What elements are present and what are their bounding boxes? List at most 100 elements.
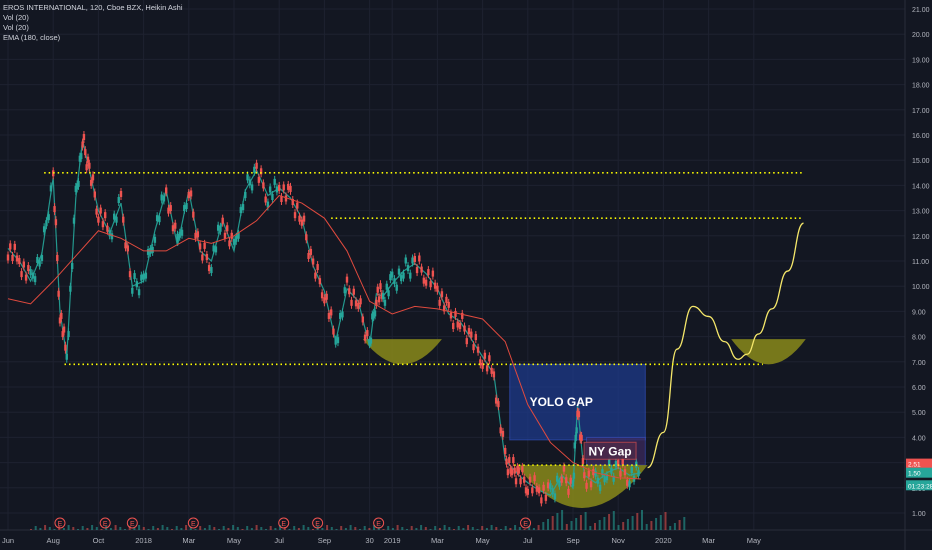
candle-body [492, 371, 496, 378]
candle-body [64, 344, 67, 351]
candle-body [36, 256, 39, 263]
indicator-vol-1[interactable]: Vol (20) [3, 13, 29, 22]
candle-body [467, 328, 471, 335]
candle-body [268, 186, 272, 193]
candle-body [82, 134, 86, 141]
candle-body [122, 216, 125, 223]
volume-bar [528, 526, 531, 530]
volume-bar [410, 526, 413, 530]
candle-body [13, 243, 16, 250]
candle-body [126, 245, 129, 252]
candle-body [45, 220, 48, 227]
candle-body [89, 179, 93, 186]
candle-body [361, 316, 365, 323]
candle-body [42, 226, 46, 233]
volume-bar [255, 525, 258, 530]
candle-body [359, 298, 362, 305]
candle-body [302, 215, 306, 222]
candle-body [85, 164, 88, 171]
earnings-marker-label: E [315, 521, 320, 528]
candle-body [47, 214, 50, 221]
candle-body [494, 397, 498, 404]
volume-bar [481, 526, 484, 530]
candle-body [617, 460, 620, 467]
candle-body [424, 279, 428, 286]
candle-body [363, 334, 367, 341]
candle-body [583, 472, 586, 479]
candle-body [395, 284, 398, 291]
volume-bar [406, 529, 408, 530]
candle-body [574, 434, 577, 441]
candle-body [562, 465, 566, 472]
candle-body [506, 469, 510, 476]
volume-bar [62, 528, 65, 530]
candle-body [246, 174, 249, 181]
volume-bar [551, 516, 554, 530]
candle-body [314, 272, 317, 279]
indicator-ema[interactable]: EMA (180, close) [3, 33, 61, 42]
candle-body [58, 317, 62, 324]
volume-bar [44, 525, 47, 530]
candle-body [601, 469, 604, 476]
candle-body [194, 232, 197, 239]
volume-bar [30, 529, 32, 530]
candle-body [289, 185, 292, 192]
candle-body [479, 359, 482, 366]
candle-body [573, 442, 577, 449]
symbol-line[interactable]: EROS INTERNATIONAL, 120, Cboe BZX, Heiki… [3, 3, 183, 12]
volume-bar [326, 525, 329, 530]
candle-body [497, 401, 500, 408]
y-tick-label: 6.00 [912, 385, 926, 392]
candle-body [546, 482, 550, 489]
candle-body [119, 190, 123, 197]
candle-body [133, 273, 136, 280]
candle-body [201, 254, 204, 261]
projection-line [647, 222, 805, 469]
candle-body [110, 233, 114, 240]
candle-body [483, 352, 487, 359]
candle-body [470, 331, 473, 338]
candle-body [160, 194, 163, 201]
volume-bar [109, 528, 112, 530]
candle-body [369, 337, 373, 344]
cup-shape [362, 339, 442, 365]
candle-body [447, 301, 450, 308]
volume-bar [166, 527, 169, 530]
volume-bar [171, 529, 173, 530]
candle-body [343, 287, 346, 294]
candle-body [185, 203, 188, 210]
candle-body [171, 225, 175, 232]
candle-body [499, 427, 502, 434]
candle-body [311, 258, 315, 265]
candle-body [155, 215, 159, 222]
candle-body [210, 267, 213, 274]
candle-body [56, 254, 59, 261]
x-tick-label: Oct [93, 536, 106, 545]
x-tick-label: 30 [365, 536, 373, 545]
volume-bar [119, 527, 122, 530]
volume-bar [387, 526, 390, 530]
candle-body [614, 461, 618, 468]
y-tick-label: 12.00 [912, 234, 930, 241]
candle-body [124, 242, 127, 249]
candle-body [465, 338, 468, 345]
volume-bar [622, 522, 625, 530]
candle-body [569, 477, 572, 484]
volume-bar [504, 526, 507, 530]
volume-bar [434, 526, 437, 530]
y-tick-label: 5.00 [912, 410, 926, 417]
candle-body [380, 292, 384, 299]
candle-body [481, 362, 484, 369]
candle-body [442, 305, 446, 312]
candle-body [80, 153, 83, 160]
volume-bar [547, 519, 549, 530]
x-tick-label: Mar [182, 536, 195, 545]
volume-bar [335, 529, 338, 530]
candle-body [214, 246, 218, 253]
candle-body [427, 269, 430, 276]
candle-body [393, 278, 396, 285]
candle-body [253, 166, 256, 173]
indicator-vol-2[interactable]: Vol (20) [3, 23, 29, 32]
candle-body [512, 457, 515, 464]
